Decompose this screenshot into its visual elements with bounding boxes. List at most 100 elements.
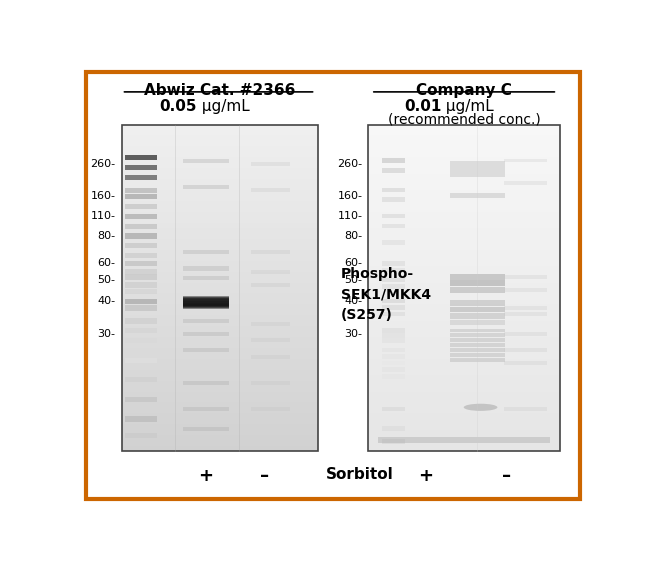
Bar — [382, 299, 405, 303]
Bar — [369, 375, 560, 380]
Bar — [369, 288, 560, 293]
Bar — [369, 370, 560, 375]
Bar — [369, 440, 560, 446]
Bar — [122, 375, 318, 380]
Bar — [125, 188, 157, 193]
Bar — [369, 141, 560, 147]
Text: 30-: 30- — [344, 329, 362, 339]
Bar — [369, 392, 560, 397]
Bar — [183, 332, 229, 336]
Bar — [450, 313, 505, 319]
Text: 40-: 40- — [98, 296, 116, 306]
Bar — [122, 365, 318, 370]
Bar — [369, 321, 560, 326]
Bar — [122, 424, 318, 430]
Bar — [122, 222, 318, 228]
Bar — [369, 125, 560, 452]
Bar — [125, 433, 157, 438]
Text: –: – — [502, 467, 511, 484]
Bar — [122, 413, 318, 419]
Bar — [122, 228, 318, 234]
Bar — [122, 337, 318, 342]
Bar — [122, 435, 318, 440]
Text: 110-: 110- — [90, 211, 116, 221]
Bar — [122, 190, 318, 195]
Bar — [183, 276, 229, 281]
Bar — [122, 315, 318, 321]
Bar — [122, 195, 318, 201]
Text: +: + — [198, 467, 214, 484]
Bar — [369, 348, 560, 353]
Bar — [252, 381, 291, 385]
Bar — [369, 446, 560, 452]
Bar — [369, 402, 560, 408]
Bar — [122, 185, 318, 190]
Bar — [378, 438, 551, 443]
Bar — [125, 275, 157, 280]
Bar — [382, 406, 405, 411]
Bar — [450, 274, 505, 280]
Bar — [382, 188, 405, 192]
Bar — [450, 281, 505, 286]
Text: (recommended conc.): (recommended conc.) — [387, 113, 541, 127]
Text: 160-: 160- — [90, 191, 116, 201]
Bar — [369, 413, 560, 419]
Bar — [122, 261, 318, 266]
Bar — [369, 353, 560, 359]
Bar — [369, 282, 560, 288]
Bar — [183, 298, 229, 303]
Bar — [382, 261, 405, 266]
Bar — [369, 380, 560, 386]
Bar — [183, 250, 229, 254]
Bar — [369, 147, 560, 152]
Bar — [369, 228, 560, 234]
Bar — [252, 250, 291, 254]
Text: Abwiz Cat. #2366: Abwiz Cat. #2366 — [144, 83, 296, 98]
Bar — [125, 417, 157, 422]
Bar — [369, 305, 560, 310]
Bar — [122, 272, 318, 277]
Bar — [125, 233, 157, 239]
Bar — [450, 358, 505, 362]
Bar — [183, 302, 229, 308]
Bar — [504, 158, 547, 162]
Bar — [504, 275, 547, 278]
Bar — [125, 165, 157, 170]
Bar — [122, 305, 318, 310]
Bar — [382, 338, 405, 342]
Bar — [369, 342, 560, 348]
Bar — [382, 158, 405, 163]
Bar — [183, 427, 229, 431]
Bar — [369, 424, 560, 430]
Bar — [122, 326, 318, 332]
Bar — [504, 306, 547, 310]
Bar — [122, 419, 318, 424]
Bar — [369, 386, 560, 392]
Bar — [450, 353, 505, 357]
Bar — [369, 222, 560, 228]
Bar — [252, 270, 291, 273]
Bar — [369, 201, 560, 206]
Bar — [382, 439, 405, 444]
Text: 260-: 260- — [90, 159, 116, 169]
Bar — [382, 361, 405, 366]
Bar — [122, 245, 318, 250]
Bar — [450, 320, 505, 325]
Bar — [252, 283, 291, 287]
Bar — [122, 266, 318, 272]
Bar — [125, 269, 157, 275]
Bar — [183, 299, 229, 305]
Bar — [125, 378, 157, 383]
Bar — [183, 301, 229, 307]
Bar — [252, 407, 291, 411]
Bar — [369, 152, 560, 157]
Bar — [122, 321, 318, 326]
Bar — [122, 430, 318, 435]
Bar — [183, 300, 229, 306]
Bar — [122, 174, 318, 179]
Bar — [369, 261, 560, 266]
Bar — [122, 353, 318, 359]
Bar — [125, 204, 157, 209]
Bar — [369, 359, 560, 365]
Bar — [125, 155, 157, 160]
